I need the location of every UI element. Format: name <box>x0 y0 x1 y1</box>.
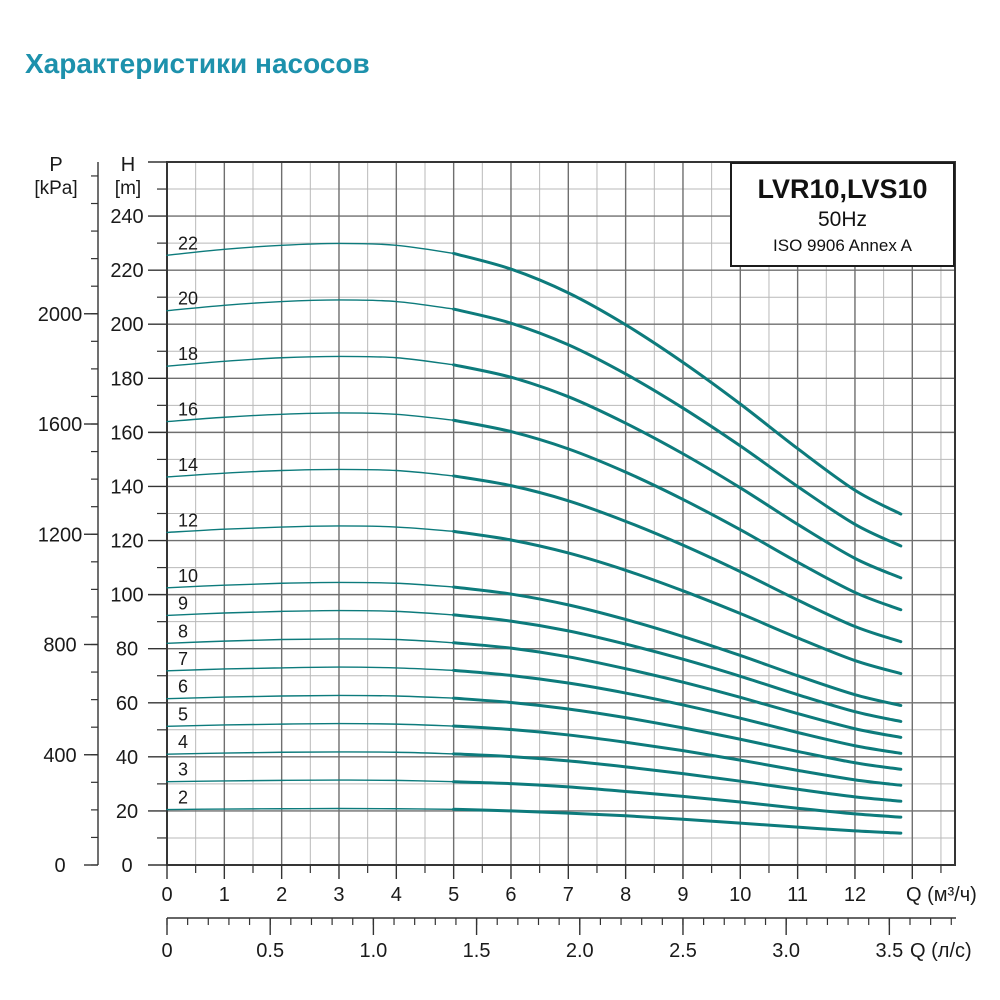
head-axis-unit: [m] <box>115 178 141 199</box>
pump-curve-8-bold <box>452 641 903 739</box>
flow-axis-tick-label: 3 <box>333 884 344 906</box>
curve-label-8: 8 <box>178 621 188 641</box>
pump-curve-22-thin <box>166 242 455 256</box>
flow-axis-tick-label: 8 <box>620 884 631 906</box>
curve-label-12: 12 <box>178 510 198 530</box>
flow-axis-tick-label: 12 <box>844 884 866 906</box>
pump-curve-5-bold <box>452 724 903 787</box>
head-axis-tick-label: 60 <box>116 693 138 715</box>
pump-curve-16-thin <box>166 412 455 423</box>
curve-label-20: 20 <box>178 289 198 309</box>
pump-curve-7-thin <box>166 666 455 672</box>
flow-axis-tick-label: 11 <box>787 884 808 906</box>
pump-curve-20-bold <box>452 307 903 548</box>
curve-label-22: 22 <box>178 233 198 253</box>
curve-label-10: 10 <box>178 566 198 586</box>
pump-curve-9-bold <box>452 613 903 723</box>
pump-curve-10-thin <box>166 581 455 589</box>
flow-axis-tick-label: 2 <box>276 884 287 906</box>
head-axis-tick-label: 200 <box>110 314 143 336</box>
flow-ls-tick-label: 2.0 <box>566 940 594 962</box>
pump-curve-2-thin <box>166 807 455 811</box>
flow-ls-tick-label: 1.0 <box>359 940 387 962</box>
flow-ls-tick-label: 0.5 <box>256 940 284 962</box>
pump-curve-20-thin <box>166 299 455 312</box>
pump-curve-22-bold <box>452 251 903 516</box>
pump-curve-6-thin <box>166 694 455 700</box>
pump-curve-10-bold <box>452 585 903 707</box>
head-axis-tick-label: 140 <box>110 476 143 498</box>
pump-curve-12-bold <box>452 529 903 676</box>
flow-axis-tick-label: 5 <box>448 884 459 906</box>
flow-axis-tick-label: 1 <box>219 884 230 906</box>
pump-curve-14-thin <box>166 468 455 478</box>
head-axis-tick-label: 220 <box>110 260 143 282</box>
flow-axis-tick-label: 6 <box>505 884 516 906</box>
flow-ls-tick-label: 3.5 <box>875 940 903 962</box>
pump-curve-3-thin <box>166 779 455 783</box>
head-axis-tick-label: 120 <box>110 531 143 553</box>
curve-label-5: 5 <box>178 704 188 724</box>
curve-label-7: 7 <box>178 649 188 669</box>
pump-curve-9-thin <box>166 609 455 617</box>
flow-ls-unit-label: Q (л/с) <box>910 940 972 962</box>
head-axis-tick-label: 240 <box>110 206 143 228</box>
pressure-axis-tick-label: 1600 <box>38 414 83 436</box>
legend-model-label: LVR10,LVS10 <box>757 173 928 204</box>
pump-curve-8-thin <box>166 638 455 644</box>
flow-axis-unit-label: Q (м³/ч) <box>906 884 977 906</box>
curve-label-18: 18 <box>178 344 198 364</box>
head-axis-tick-label: 0 <box>121 855 132 877</box>
head-axis-tick-label: 160 <box>110 422 143 444</box>
pressure-axis-tick-label: 0 <box>54 855 65 877</box>
flow-axis-tick-label: 10 <box>729 884 751 906</box>
head-axis-tick-label: 80 <box>116 639 138 661</box>
pressure-axis-tick-label: 400 <box>43 745 76 767</box>
pressure-axis-unit: [kPa] <box>34 178 77 199</box>
pump-curve-7-bold <box>452 668 903 755</box>
pump-curve-16-bold <box>452 418 903 612</box>
head-axis-tick-label: 20 <box>116 801 138 823</box>
flow-ls-tick-label: 1.5 <box>463 940 491 962</box>
head-axis-tick-label: 100 <box>110 585 143 607</box>
flow-axis-tick-label: 7 <box>563 884 574 906</box>
curve-label-9: 9 <box>178 593 188 613</box>
pump-curve-18-thin <box>166 355 455 367</box>
pressure-axis-name: P <box>49 154 62 176</box>
curve-label-3: 3 <box>178 760 188 780</box>
pressure-axis-tick-label: 800 <box>43 635 76 657</box>
pressure-axis-tick-label: 2000 <box>38 304 83 326</box>
pump-curve-12-thin <box>166 525 455 534</box>
pump-curve-6-bold <box>452 696 903 771</box>
flow-axis-tick-label: 4 <box>391 884 402 906</box>
pump-curve-4-bold <box>452 752 903 803</box>
chart-legend-box: LVR10,LVS10 50Hz ISO 9906 Annex A <box>730 162 955 267</box>
pump-curve-18-bold <box>452 363 903 580</box>
pump-curve-4-thin <box>166 751 455 755</box>
head-axis-tick-label: 40 <box>116 747 138 769</box>
curve-label-2: 2 <box>178 788 188 808</box>
page-title: Характеристики насосов <box>25 48 370 79</box>
pump-curve-2-bold <box>452 807 903 835</box>
flow-ls-tick-label: 2.5 <box>669 940 697 962</box>
legend-standard-label: ISO 9906 Annex A <box>773 235 912 255</box>
pressure-axis-tick-label: 1200 <box>38 524 83 546</box>
pump-curve-5-thin <box>166 722 455 727</box>
flow-ls-tick-label: 3.0 <box>772 940 800 962</box>
flow-ls-tick-label: 0 <box>161 940 172 962</box>
head-axis-name: H <box>121 154 135 176</box>
curve-label-14: 14 <box>178 455 198 475</box>
legend-frequency-label: 50Hz <box>817 207 868 231</box>
pump-curve-3-bold <box>452 780 903 819</box>
head-axis-tick-label: 180 <box>110 368 143 390</box>
curve-label-6: 6 <box>178 677 188 697</box>
flow-axis-tick-label: 9 <box>677 884 688 906</box>
curve-label-16: 16 <box>178 400 198 420</box>
curve-label-4: 4 <box>178 732 188 752</box>
flow-axis-tick-label: 0 <box>161 884 172 906</box>
pump-curve-14-bold <box>452 474 903 644</box>
